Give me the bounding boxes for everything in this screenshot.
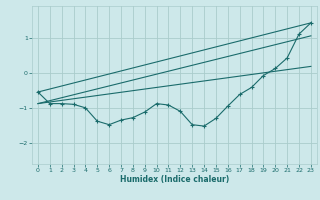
X-axis label: Humidex (Indice chaleur): Humidex (Indice chaleur) (120, 175, 229, 184)
